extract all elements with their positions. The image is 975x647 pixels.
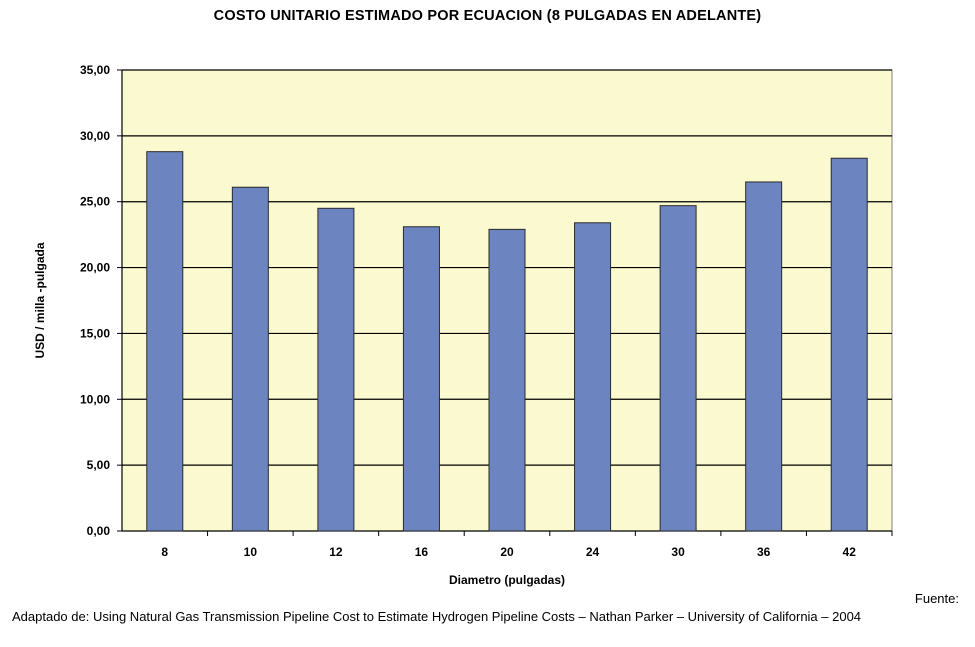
x-tick-label: 10 (244, 545, 258, 559)
y-tick-label: 10,00 (80, 392, 110, 406)
bar-24 (574, 222, 612, 532)
y-tick-label: 0,00 (87, 524, 111, 538)
bar-12 (317, 207, 355, 532)
x-tick-label: 8 (161, 545, 168, 559)
x-tick-label: 12 (329, 545, 343, 559)
bar-36 (745, 181, 783, 532)
x-tick-label: 16 (415, 545, 429, 559)
y-tick-label: 5,00 (87, 458, 111, 472)
source-text: Adaptado de: Using Natural Gas Transmiss… (12, 609, 862, 624)
y-axis-label: USD / milla -pulgada (33, 242, 47, 358)
bar-16 (402, 226, 440, 532)
bar-30 (659, 205, 697, 532)
y-tick-label: 35,00 (80, 63, 110, 77)
x-tick-label: 20 (500, 545, 514, 559)
chart-title: COSTO UNITARIO ESTIMADO POR ECUACION (8 … (213, 8, 762, 24)
y-tick-label: 30,00 (80, 129, 110, 143)
x-tick-label: 36 (757, 545, 771, 559)
x-axis-label: Diametro (pulgadas) (449, 573, 565, 587)
bar-20 (488, 228, 526, 532)
x-tick-label: 30 (671, 545, 685, 559)
y-tick-label: 20,00 (80, 261, 110, 275)
source-label: Fuente: (914, 591, 959, 606)
y-tick-label: 15,00 (80, 326, 110, 340)
bar-8 (146, 151, 184, 532)
bar-42 (830, 157, 868, 532)
y-tick-label: 25,00 (80, 195, 110, 209)
bar-chart: 0,00 5,00 10,00 15,00 20,00 25,00 30,00 35,00 8 1… (33, 63, 893, 587)
x-tick-label: 42 (843, 545, 857, 559)
x-tick-label: 24 (586, 545, 600, 559)
bar-10 (231, 186, 269, 532)
